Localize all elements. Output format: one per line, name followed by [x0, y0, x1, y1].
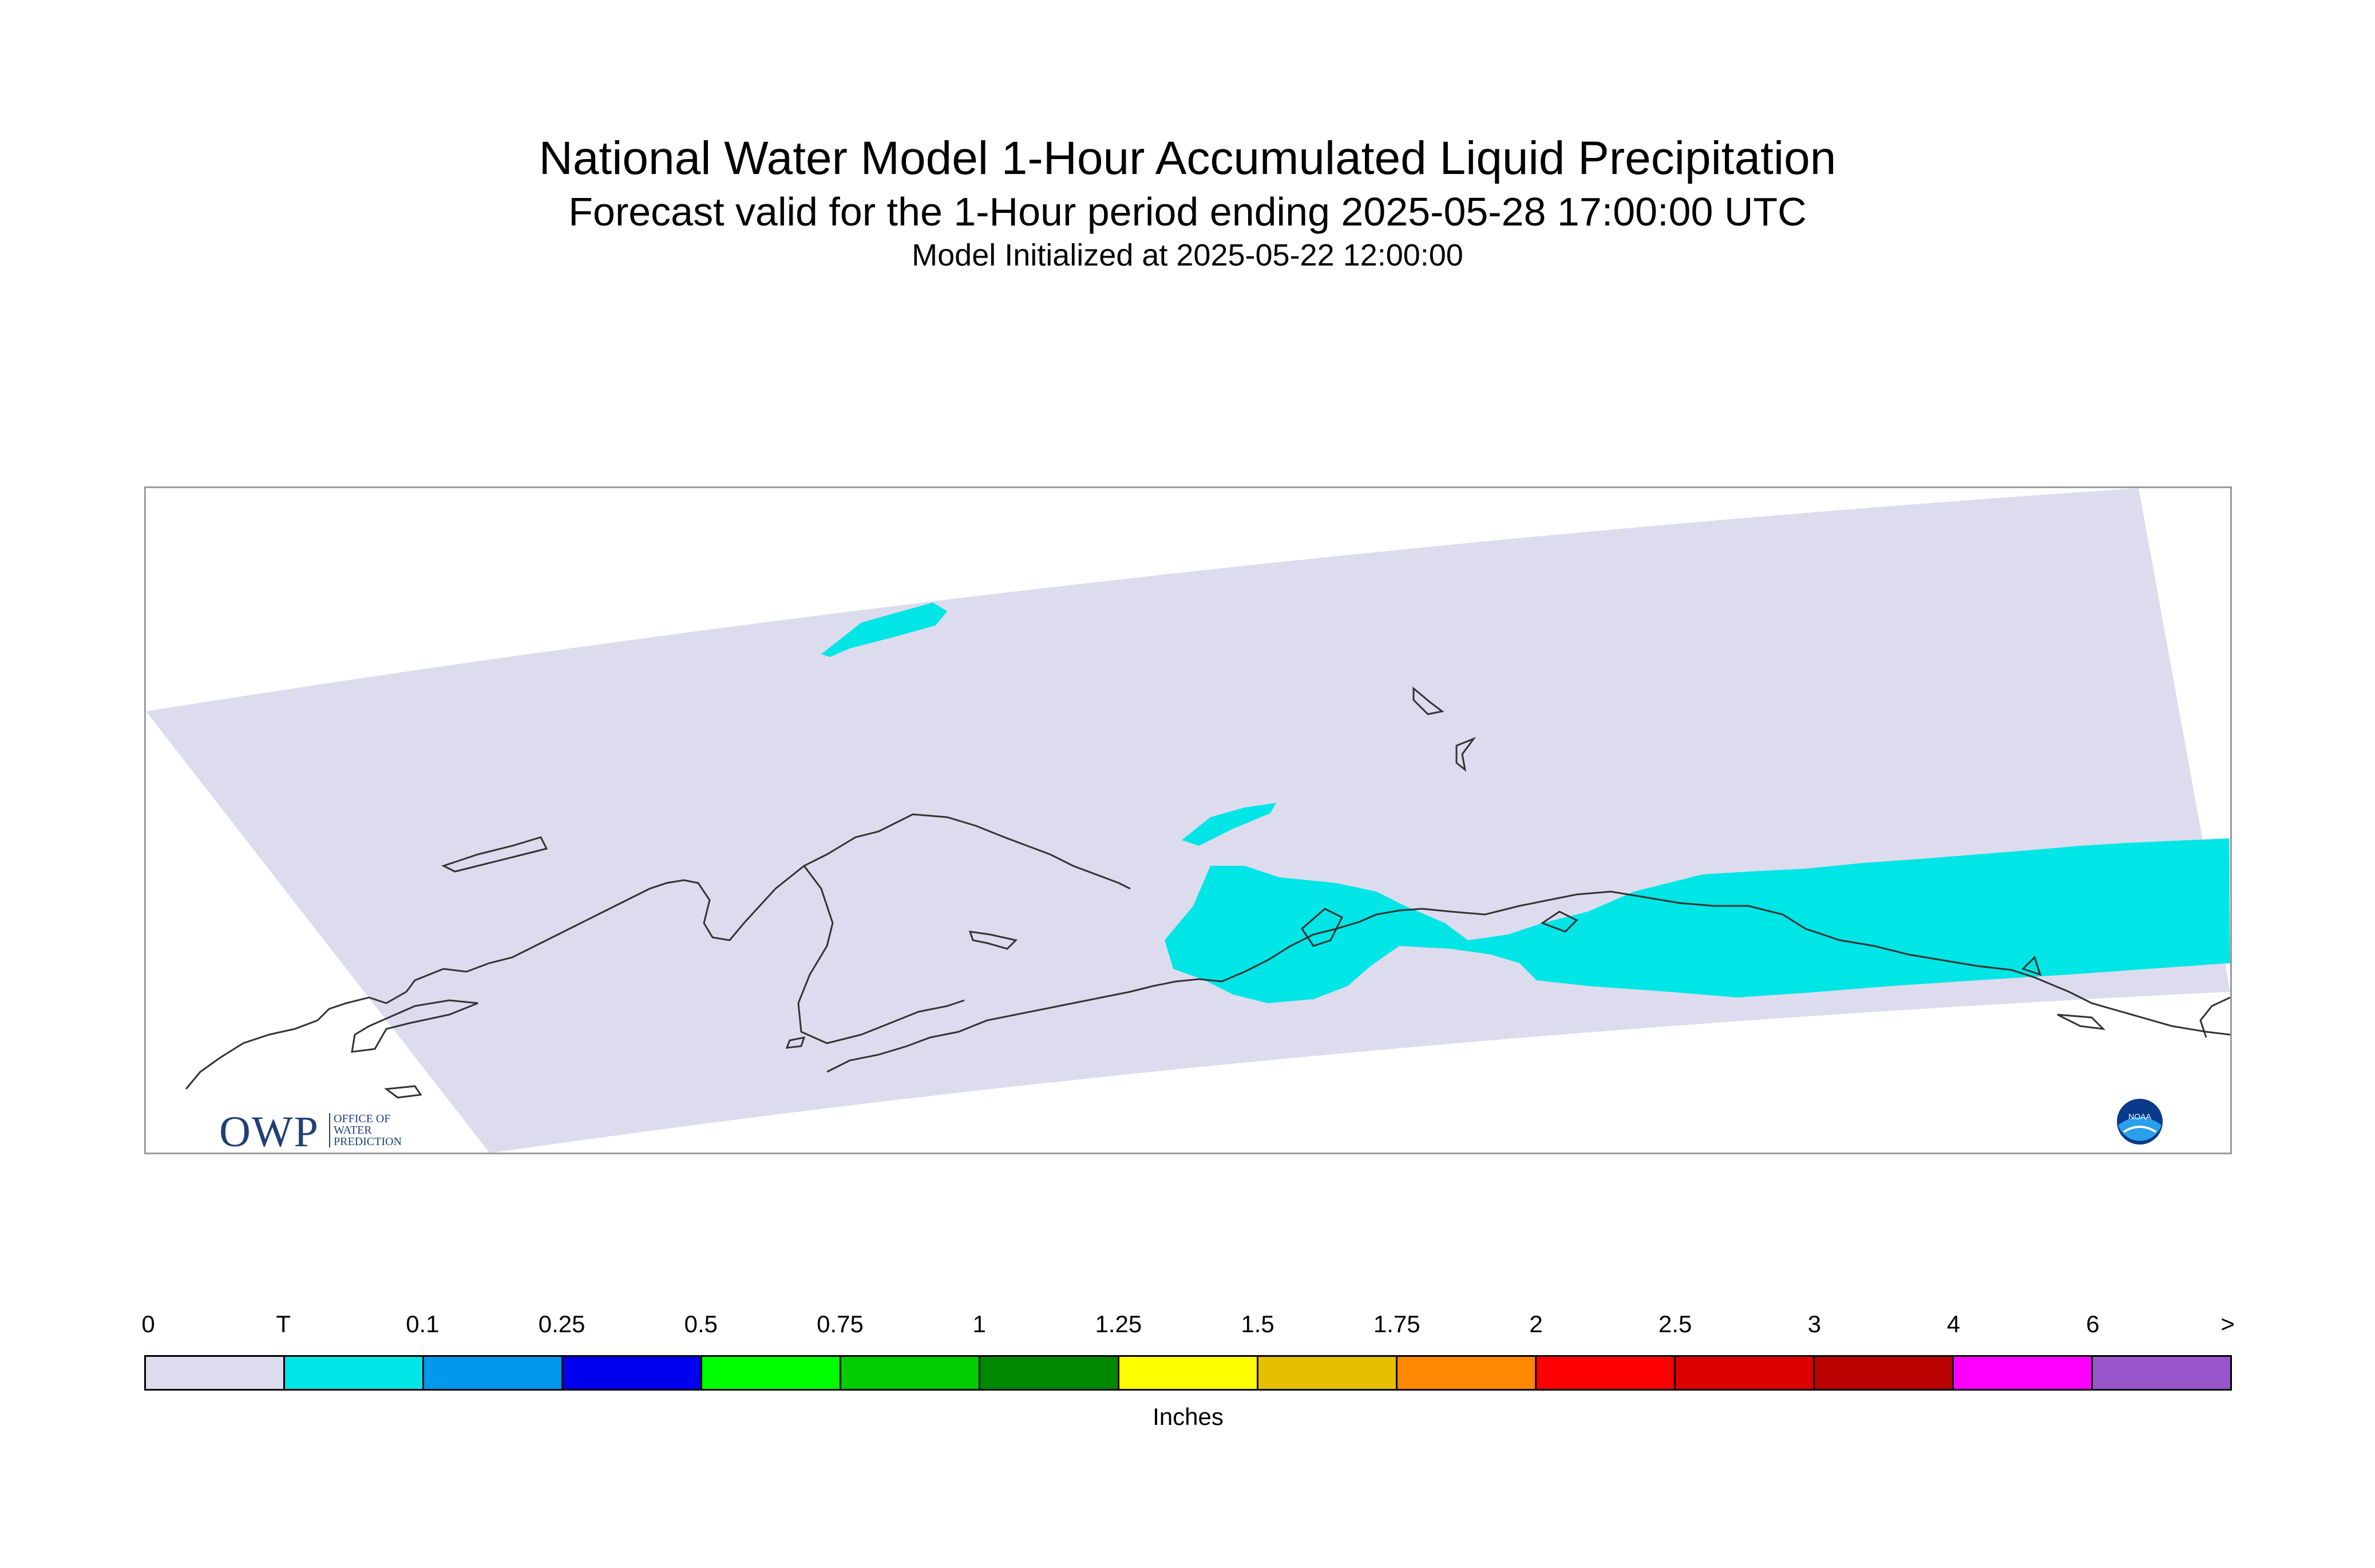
island-lake [968, 930, 1018, 950]
island-kenai [1540, 910, 1578, 933]
island-nunivak [441, 836, 548, 873]
legend-swatch [1537, 1357, 1676, 1389]
map-title: National Water Model 1-Hour Accumulated … [539, 132, 1836, 184]
legend-tick-label: 2.5 [1658, 1310, 1692, 1337]
legend-swatch [702, 1357, 841, 1389]
precip-area-small-north [1182, 803, 1276, 846]
precip-area-north [821, 603, 947, 657]
legend-tick-label: 1 [972, 1310, 986, 1337]
legend-swatch [841, 1357, 980, 1389]
coastline-peninsula [826, 978, 1222, 1073]
legend-color-bar [144, 1355, 2232, 1391]
legend-tick-label: 0.25 [538, 1310, 585, 1337]
legend-units: Inches [1153, 1403, 1224, 1430]
legend-swatch [1119, 1357, 1258, 1389]
owp-logo-subtext: OFFICE OF WATER PREDICTION [329, 1113, 402, 1147]
legend-swatch [980, 1357, 1119, 1389]
coastlines [185, 686, 2230, 1099]
trace-precip-areas [821, 603, 2230, 1003]
model-domain-area [146, 488, 2230, 1153]
owp-subtext-line-1: OFFICE OF [334, 1112, 391, 1125]
model-init-line: Model Initialized at 2025-05-22 12:00:00 [912, 238, 1463, 272]
legend-swatch [424, 1357, 563, 1389]
coastline-mainland-west [185, 813, 1131, 1090]
legend-swatch [563, 1357, 702, 1389]
legend-tick-label: 1.5 [1241, 1310, 1274, 1337]
legend-swatch [1398, 1357, 1537, 1389]
legend-tick-label: 0 [141, 1310, 155, 1337]
precip-legend: 0 T 0.1 0.25 0.5 0.75 1 1.25 1.5 1.75 2 2.5 3 4 6 > Inc… [141, 1310, 2235, 1442]
noaa-logo-icon: NOAA [2117, 1099, 2163, 1145]
legend-tick-label: 1.75 [1373, 1310, 1420, 1337]
map-panel: OWP OFFICE OF WATER PREDICTION NOAA [144, 486, 2232, 1154]
legend-tick-label: 2 [1529, 1310, 1543, 1337]
legend-swatch [1815, 1357, 1954, 1389]
legend-swatch [285, 1357, 424, 1389]
island-kodiak [1301, 908, 1344, 947]
legend-swatch [146, 1357, 285, 1389]
legend-tick-label: > [2220, 1310, 2235, 1337]
legend-swatch [1258, 1357, 1398, 1389]
owp-subtext-line-3: PREDICTION [334, 1135, 402, 1148]
owp-subtext-line-2: WATER [334, 1124, 372, 1137]
legend-tick-label: T [276, 1310, 291, 1337]
legend-tick-label: 6 [2086, 1310, 2100, 1337]
legend-tick-label: 4 [1946, 1310, 1961, 1337]
legend-swatch [1676, 1357, 1815, 1389]
coastline-gulf [1221, 890, 2230, 1036]
coastline-east-edge [2199, 996, 2230, 1038]
legend-tick-label: 0.1 [406, 1310, 440, 1337]
legend-tick-label: 1.25 [1095, 1310, 1142, 1337]
legend-tick-label: 3 [1807, 1310, 1822, 1337]
legend-tick-label: 0.75 [817, 1310, 864, 1337]
island-arctic-1 [1412, 686, 1444, 715]
island-alexander-2 [2057, 1013, 2106, 1031]
legend-tick-label: 0.5 [684, 1310, 718, 1337]
noaa-logo-text: NOAA [2128, 1112, 2151, 1121]
island-alexander-1 [2021, 956, 2042, 976]
forecast-valid-subtitle: Forecast valid for the 1-Hour period end… [568, 189, 1807, 234]
legend-swatch [2093, 1357, 2230, 1389]
island-arctic-2 [1455, 737, 1477, 772]
coastline-inland-river [797, 865, 965, 1044]
precipitation-map [146, 488, 2230, 1153]
precip-area-gulf [1165, 838, 2230, 1003]
island-stmatthew [384, 1085, 422, 1099]
legend-swatch [1954, 1357, 2093, 1389]
noaa-logo: NOAA [2116, 1098, 2164, 1146]
island-st-lawrence [351, 999, 478, 1053]
island-pribilof [785, 1036, 806, 1049]
owp-logo-text: OWP [219, 1108, 319, 1154]
